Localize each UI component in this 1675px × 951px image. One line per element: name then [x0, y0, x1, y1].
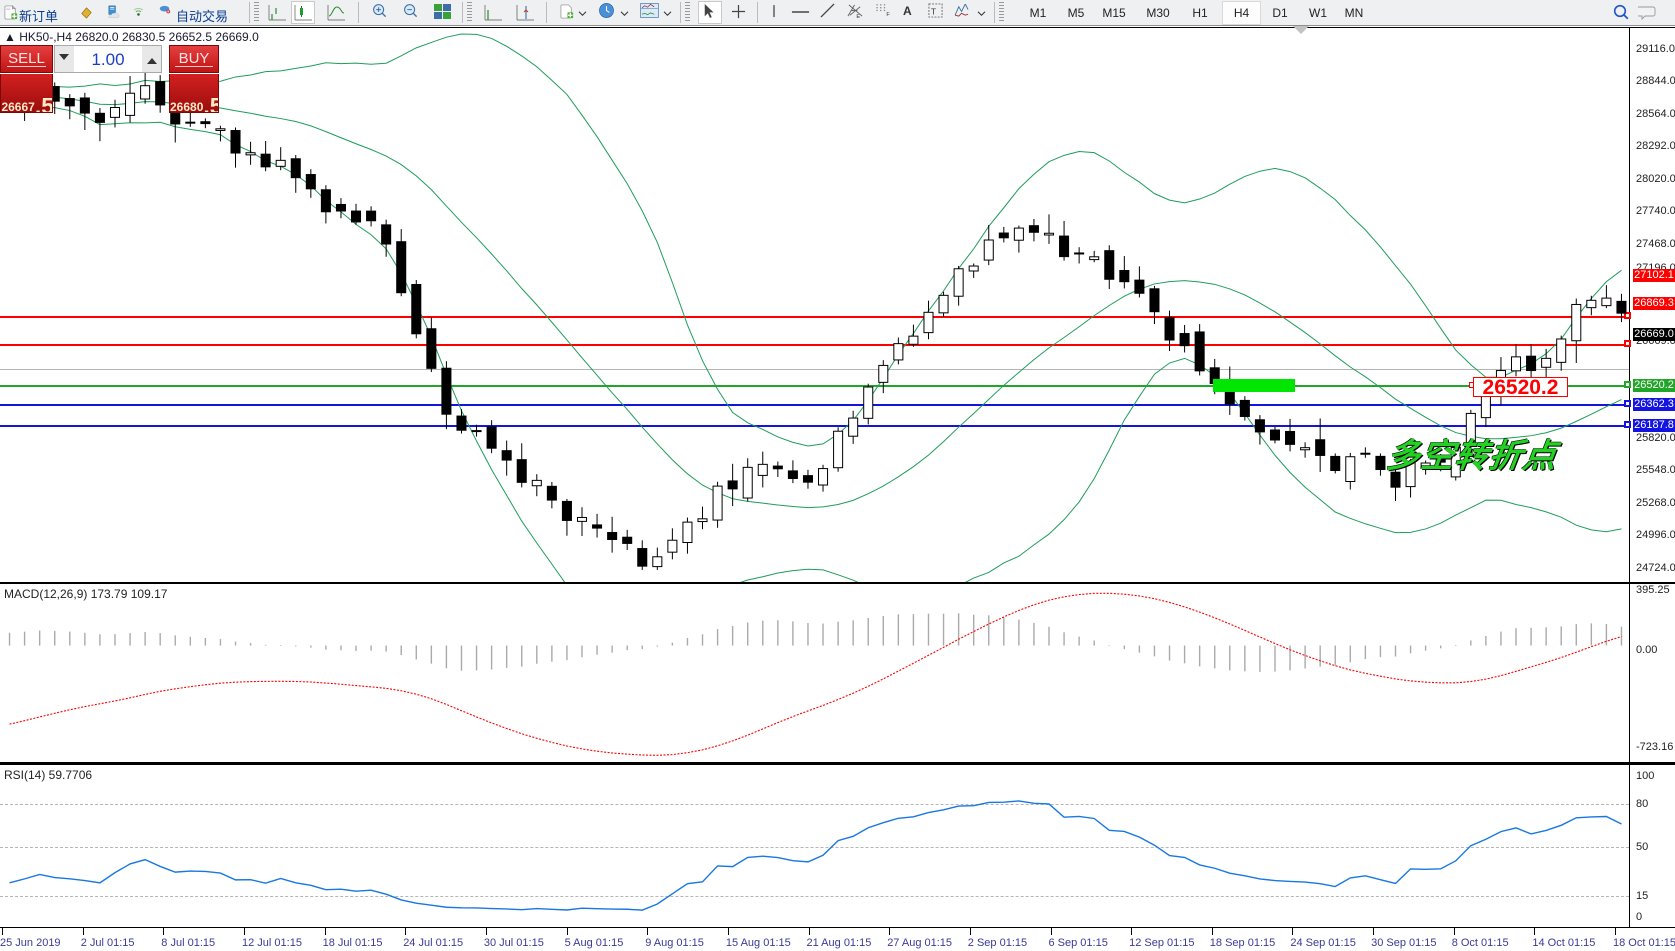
svg-text:F: F — [886, 12, 890, 17]
svg-text:T: T — [931, 6, 936, 16]
svg-text:A: A — [903, 4, 912, 18]
svg-text:E: E — [856, 14, 860, 19]
